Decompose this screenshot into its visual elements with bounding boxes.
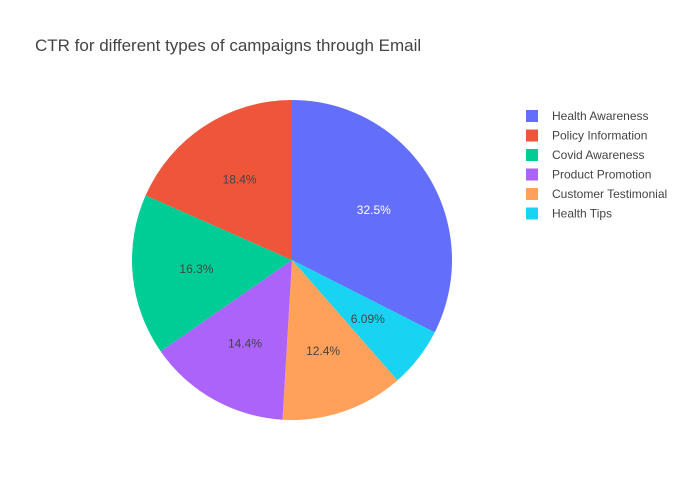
legend-label: Policy Information: [552, 129, 647, 143]
legend-label: Customer Testimonial: [552, 187, 667, 201]
slice-label: 6.09%: [351, 312, 385, 326]
legend-label: Health Tips: [552, 207, 612, 221]
legend: Health Awareness Policy Information Covid …: [526, 109, 667, 221]
slice-label: 14.4%: [228, 337, 262, 351]
legend-item[interactable]: Customer Testimonial: [526, 187, 667, 201]
legend-item[interactable]: Covid Awareness: [526, 148, 645, 162]
pie-slice-policy-information[interactable]: [145, 100, 292, 260]
slice-label: 12.4%: [306, 344, 340, 358]
pie-slice-product-promotion[interactable]: [160, 260, 292, 420]
legend-label: Product Promotion: [552, 168, 651, 182]
pie-slice-health-tips[interactable]: [292, 260, 435, 381]
pie-slice-health-awareness[interactable]: [292, 100, 453, 333]
slice-label: 32.5%: [357, 203, 391, 217]
legend-swatch: [526, 129, 538, 142]
legend-item[interactable]: Policy Information: [526, 129, 647, 143]
pie-slice-customer-testimonial[interactable]: [282, 260, 398, 420]
legend-swatch: [526, 188, 538, 200]
legend-swatch: [526, 149, 538, 161]
legend-label: Health Awareness: [552, 109, 649, 123]
legend-swatch: [526, 168, 538, 181]
legend-item[interactable]: Product Promotion: [526, 168, 651, 182]
legend-item[interactable]: Health Awareness: [526, 109, 649, 123]
legend-swatch: [526, 110, 538, 122]
chart-title: CTR for different types of campaigns thr…: [35, 36, 421, 55]
pie-area: 32.5% 6.09% 12.4% 14.4% 16.3% 18.4%: [132, 100, 453, 420]
slice-label: 16.3%: [179, 262, 213, 276]
legend-label: Covid Awareness: [552, 148, 645, 162]
slice-label: 18.4%: [223, 173, 257, 187]
pie-slice-covid-awareness[interactable]: [132, 195, 292, 352]
legend-swatch: [526, 207, 538, 220]
legend-item[interactable]: Health Tips: [526, 207, 612, 221]
